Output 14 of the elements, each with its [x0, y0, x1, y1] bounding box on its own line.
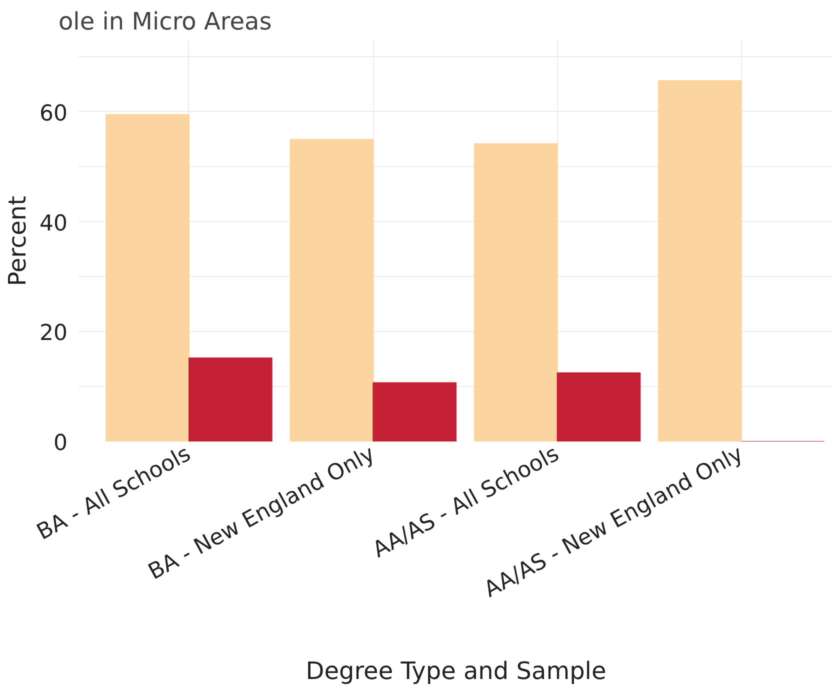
chart-title: ole in Micro Areas: [58, 8, 272, 36]
bar: [290, 138, 374, 442]
x-axis-title: Degree Type and Sample: [306, 656, 606, 685]
y-tick-label: 20: [40, 321, 68, 346]
y-tick-label: 40: [40, 211, 68, 236]
y-tick-label: 0: [54, 431, 68, 456]
bar: [372, 382, 456, 442]
bar: [556, 372, 641, 442]
y-axis-title: Percent: [4, 196, 32, 286]
y-tick-label: 60: [40, 101, 68, 126]
bar: [658, 80, 742, 442]
bar: [106, 114, 190, 442]
bar: [474, 143, 558, 442]
bar: [188, 358, 272, 442]
